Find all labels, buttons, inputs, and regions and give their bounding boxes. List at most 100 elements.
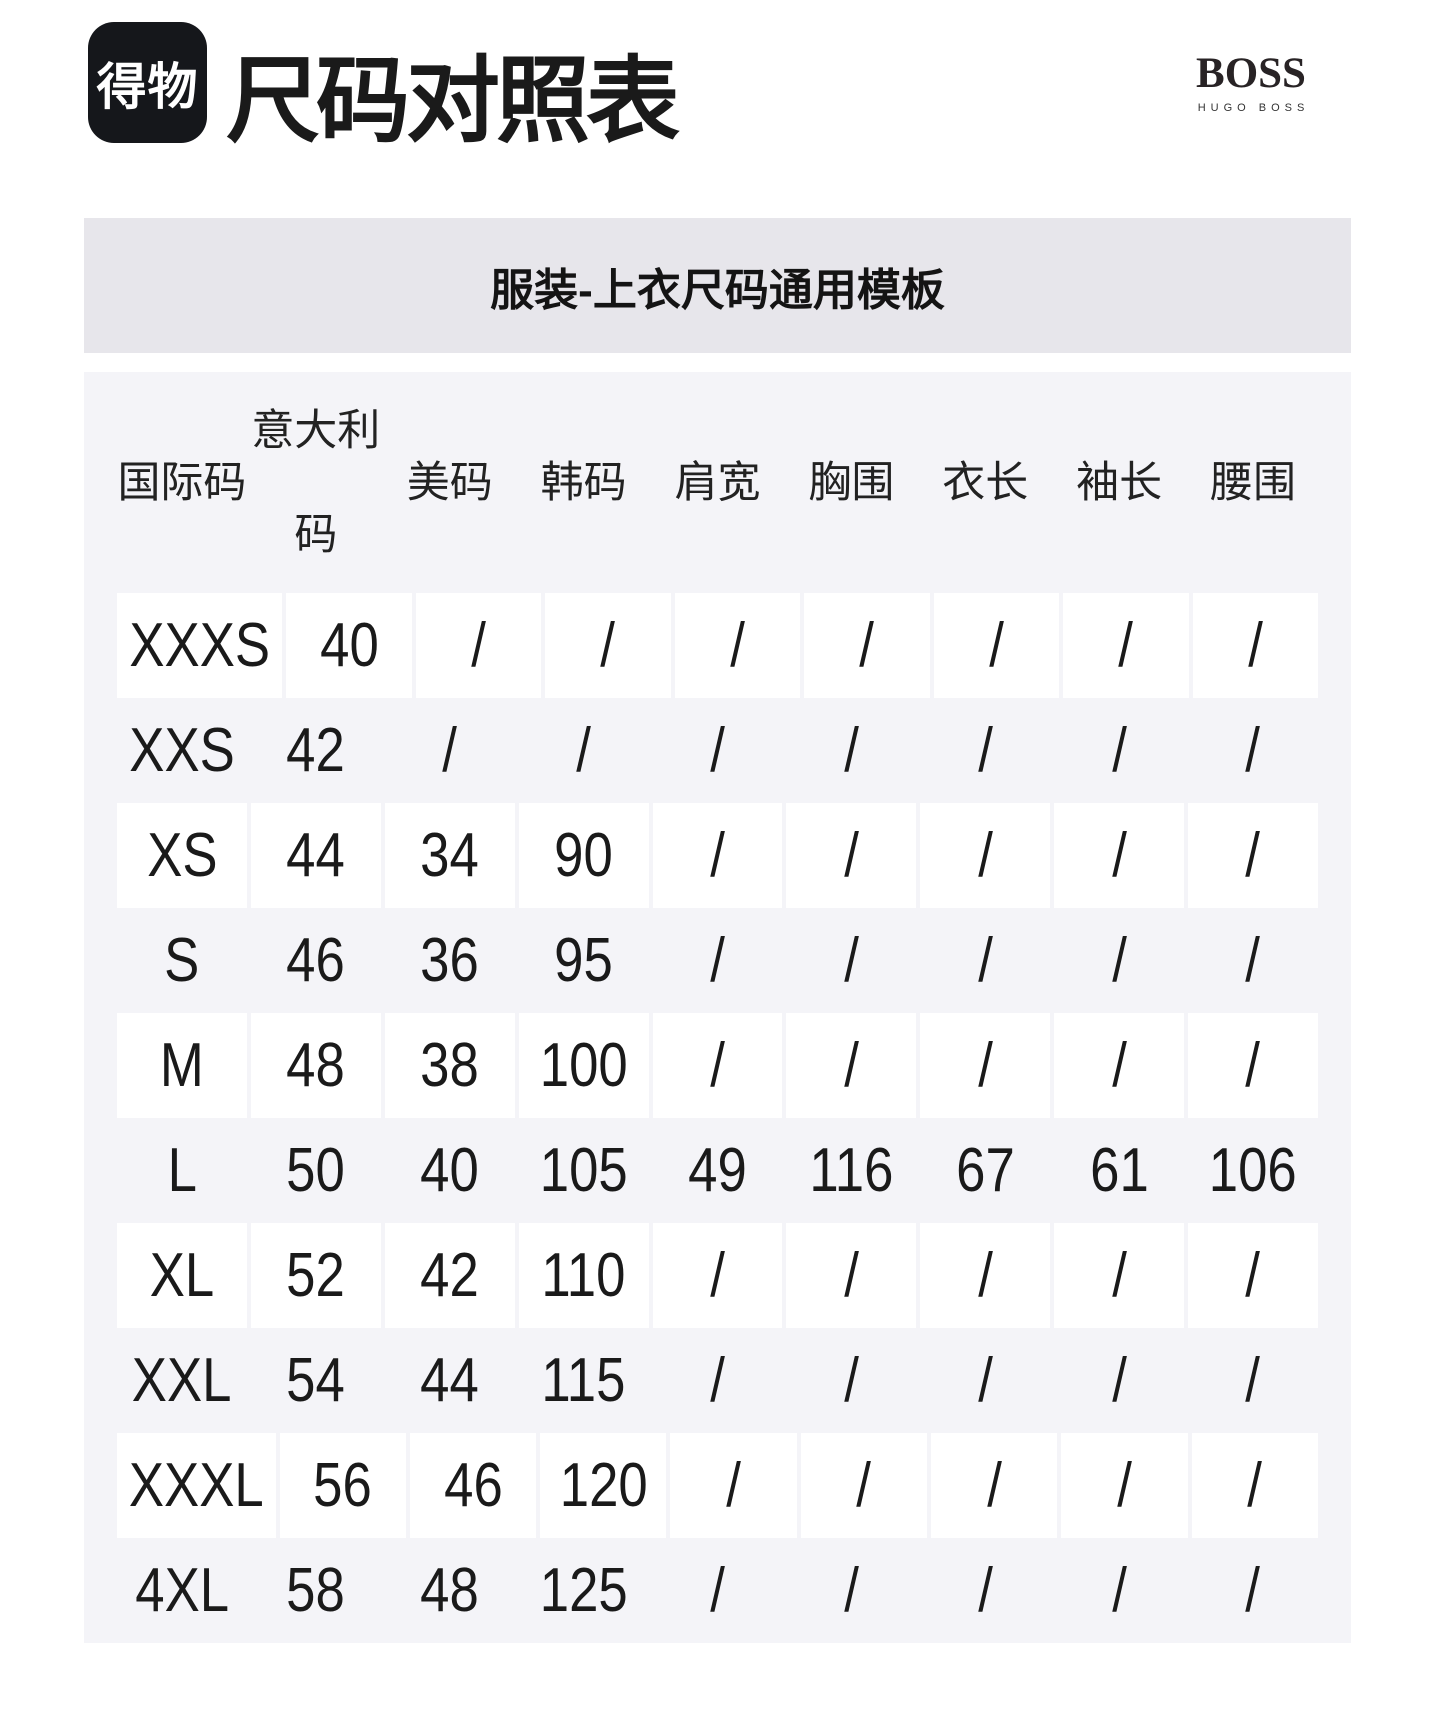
table-cell: / (415, 593, 542, 698)
table-cell: 42 (384, 1223, 515, 1328)
table-cell: / (786, 803, 917, 908)
cell-value: XXL (132, 1346, 232, 1415)
table-cell: / (1192, 593, 1318, 698)
table-cell: / (804, 593, 930, 698)
table-cell: / (920, 1223, 1051, 1328)
table-cell: 120 (540, 1433, 667, 1538)
row-label: XXXL (117, 1433, 276, 1538)
table-cell: 90 (518, 803, 649, 908)
cell-value: / (1247, 611, 1263, 680)
cell-value: / (859, 611, 875, 680)
table-cell: / (920, 803, 1051, 908)
column-header-4: 肩宽 (653, 372, 783, 593)
table-cell: 48 (385, 1538, 515, 1643)
table-cell: 42 (251, 698, 381, 803)
cell-value: 50 (286, 1136, 346, 1205)
table-cell: / (1054, 1328, 1184, 1433)
cell-value: 38 (420, 1031, 480, 1100)
table-row-XXL: XXL 54 44 115 / / / / / (117, 1328, 1318, 1433)
cell-value: / (986, 1451, 1002, 1520)
cell-value: / (1111, 1241, 1127, 1310)
table-cell: / (1054, 908, 1184, 1013)
table-cell: / (652, 1013, 783, 1118)
cell-value: / (844, 716, 859, 785)
table-row-XL: XL 52 42 110 / / / / / (117, 1223, 1318, 1328)
page-title: 尺码对照表 (226, 48, 680, 153)
cell-value: 42 (286, 716, 346, 785)
cell-value: XXXS (129, 611, 271, 680)
cell-value: / (726, 1451, 741, 1520)
cell-value: / (1245, 716, 1261, 785)
cell-value: 48 (420, 1556, 480, 1625)
cell-value: 100 (539, 1031, 628, 1100)
cell-value: / (856, 1451, 872, 1520)
table-cell: 58 (251, 1538, 381, 1643)
cell-value: / (977, 1346, 993, 1415)
table-cell: / (1063, 593, 1189, 698)
table-cell: / (1188, 698, 1318, 803)
table-cell: 110 (518, 1223, 649, 1328)
table-cell: / (652, 803, 783, 908)
cell-value: 34 (420, 821, 480, 890)
cell-value: / (844, 926, 859, 995)
table-cell: 95 (519, 908, 649, 1013)
cell-value: 44 (420, 1346, 480, 1415)
table-cell: / (920, 1538, 1050, 1643)
table-cell: 50 (251, 1118, 381, 1223)
column-header-text: 韩码 (540, 458, 627, 507)
cell-value: / (710, 1346, 725, 1415)
table-cell: / (653, 1538, 783, 1643)
table-row-S: S 46 36 95 / / / / / (117, 908, 1318, 1013)
cell-value: / (989, 611, 1004, 680)
cell-value: / (977, 716, 993, 785)
cell-value: 36 (420, 926, 480, 995)
cell-value: XL (149, 1241, 215, 1310)
table-cell: / (674, 593, 801, 698)
cell-value: XS (146, 821, 218, 890)
cell-value: 67 (955, 1136, 1015, 1205)
table-cell: / (1188, 1223, 1318, 1328)
table-cell: 36 (385, 908, 515, 1013)
cell-value: / (710, 1031, 725, 1100)
cell-value: 46 (443, 1451, 503, 1520)
column-header-text: 腰围 (1210, 458, 1297, 507)
cell-value: 120 (559, 1451, 648, 1520)
cell-value: S (164, 926, 200, 995)
cell-value: 95 (554, 926, 613, 995)
cell-value: 46 (286, 926, 346, 995)
cell-value: / (1245, 926, 1261, 995)
row-label: XXL (117, 1328, 247, 1433)
table-cell: 49 (653, 1118, 783, 1223)
table-cell: / (545, 593, 671, 698)
cell-value: 40 (319, 611, 379, 680)
table-row-L: L 50 40 105 49 116 67 61 106 (117, 1118, 1318, 1223)
table-cell: / (920, 1328, 1050, 1433)
boss-logo-wordmark: BOSS (1196, 50, 1306, 97)
cell-value: / (1247, 1451, 1263, 1520)
boss-logo-subtext: HUGO BOSS (1197, 102, 1310, 114)
table-cell: / (1054, 1013, 1185, 1118)
cell-value: XXS (129, 716, 235, 785)
cell-value: / (1245, 1556, 1261, 1625)
row-label: XXS (117, 698, 247, 803)
table-cell: / (786, 698, 916, 803)
table-cell: / (786, 1223, 917, 1328)
table-cell: / (1061, 1433, 1188, 1538)
table-cell: 52 (250, 1223, 381, 1328)
template-title-bar: 服装-上衣尺码通用模板 (84, 218, 1351, 353)
table-row-M: M 48 38 100 / / / / / (117, 1013, 1318, 1118)
column-header-0: 国际码 (117, 372, 247, 593)
table-cell: 106 (1188, 1118, 1318, 1223)
table-cell: / (931, 1433, 1058, 1538)
cell-value: 58 (286, 1556, 346, 1625)
table-cell: / (519, 698, 649, 803)
row-label: L (117, 1118, 247, 1223)
table-cell: / (385, 698, 515, 803)
table-cell: / (1188, 908, 1318, 1013)
cell-value: 115 (541, 1346, 626, 1415)
cell-value: 105 (539, 1136, 628, 1205)
size-table: 国际码 意大利码美码 韩码 肩宽 胸围 衣长 袖长 腰围 XXXS 40// / / / / / XXS 42… (84, 372, 1351, 1643)
cell-value: / (1111, 926, 1127, 995)
cell-value: 40 (420, 1136, 480, 1205)
